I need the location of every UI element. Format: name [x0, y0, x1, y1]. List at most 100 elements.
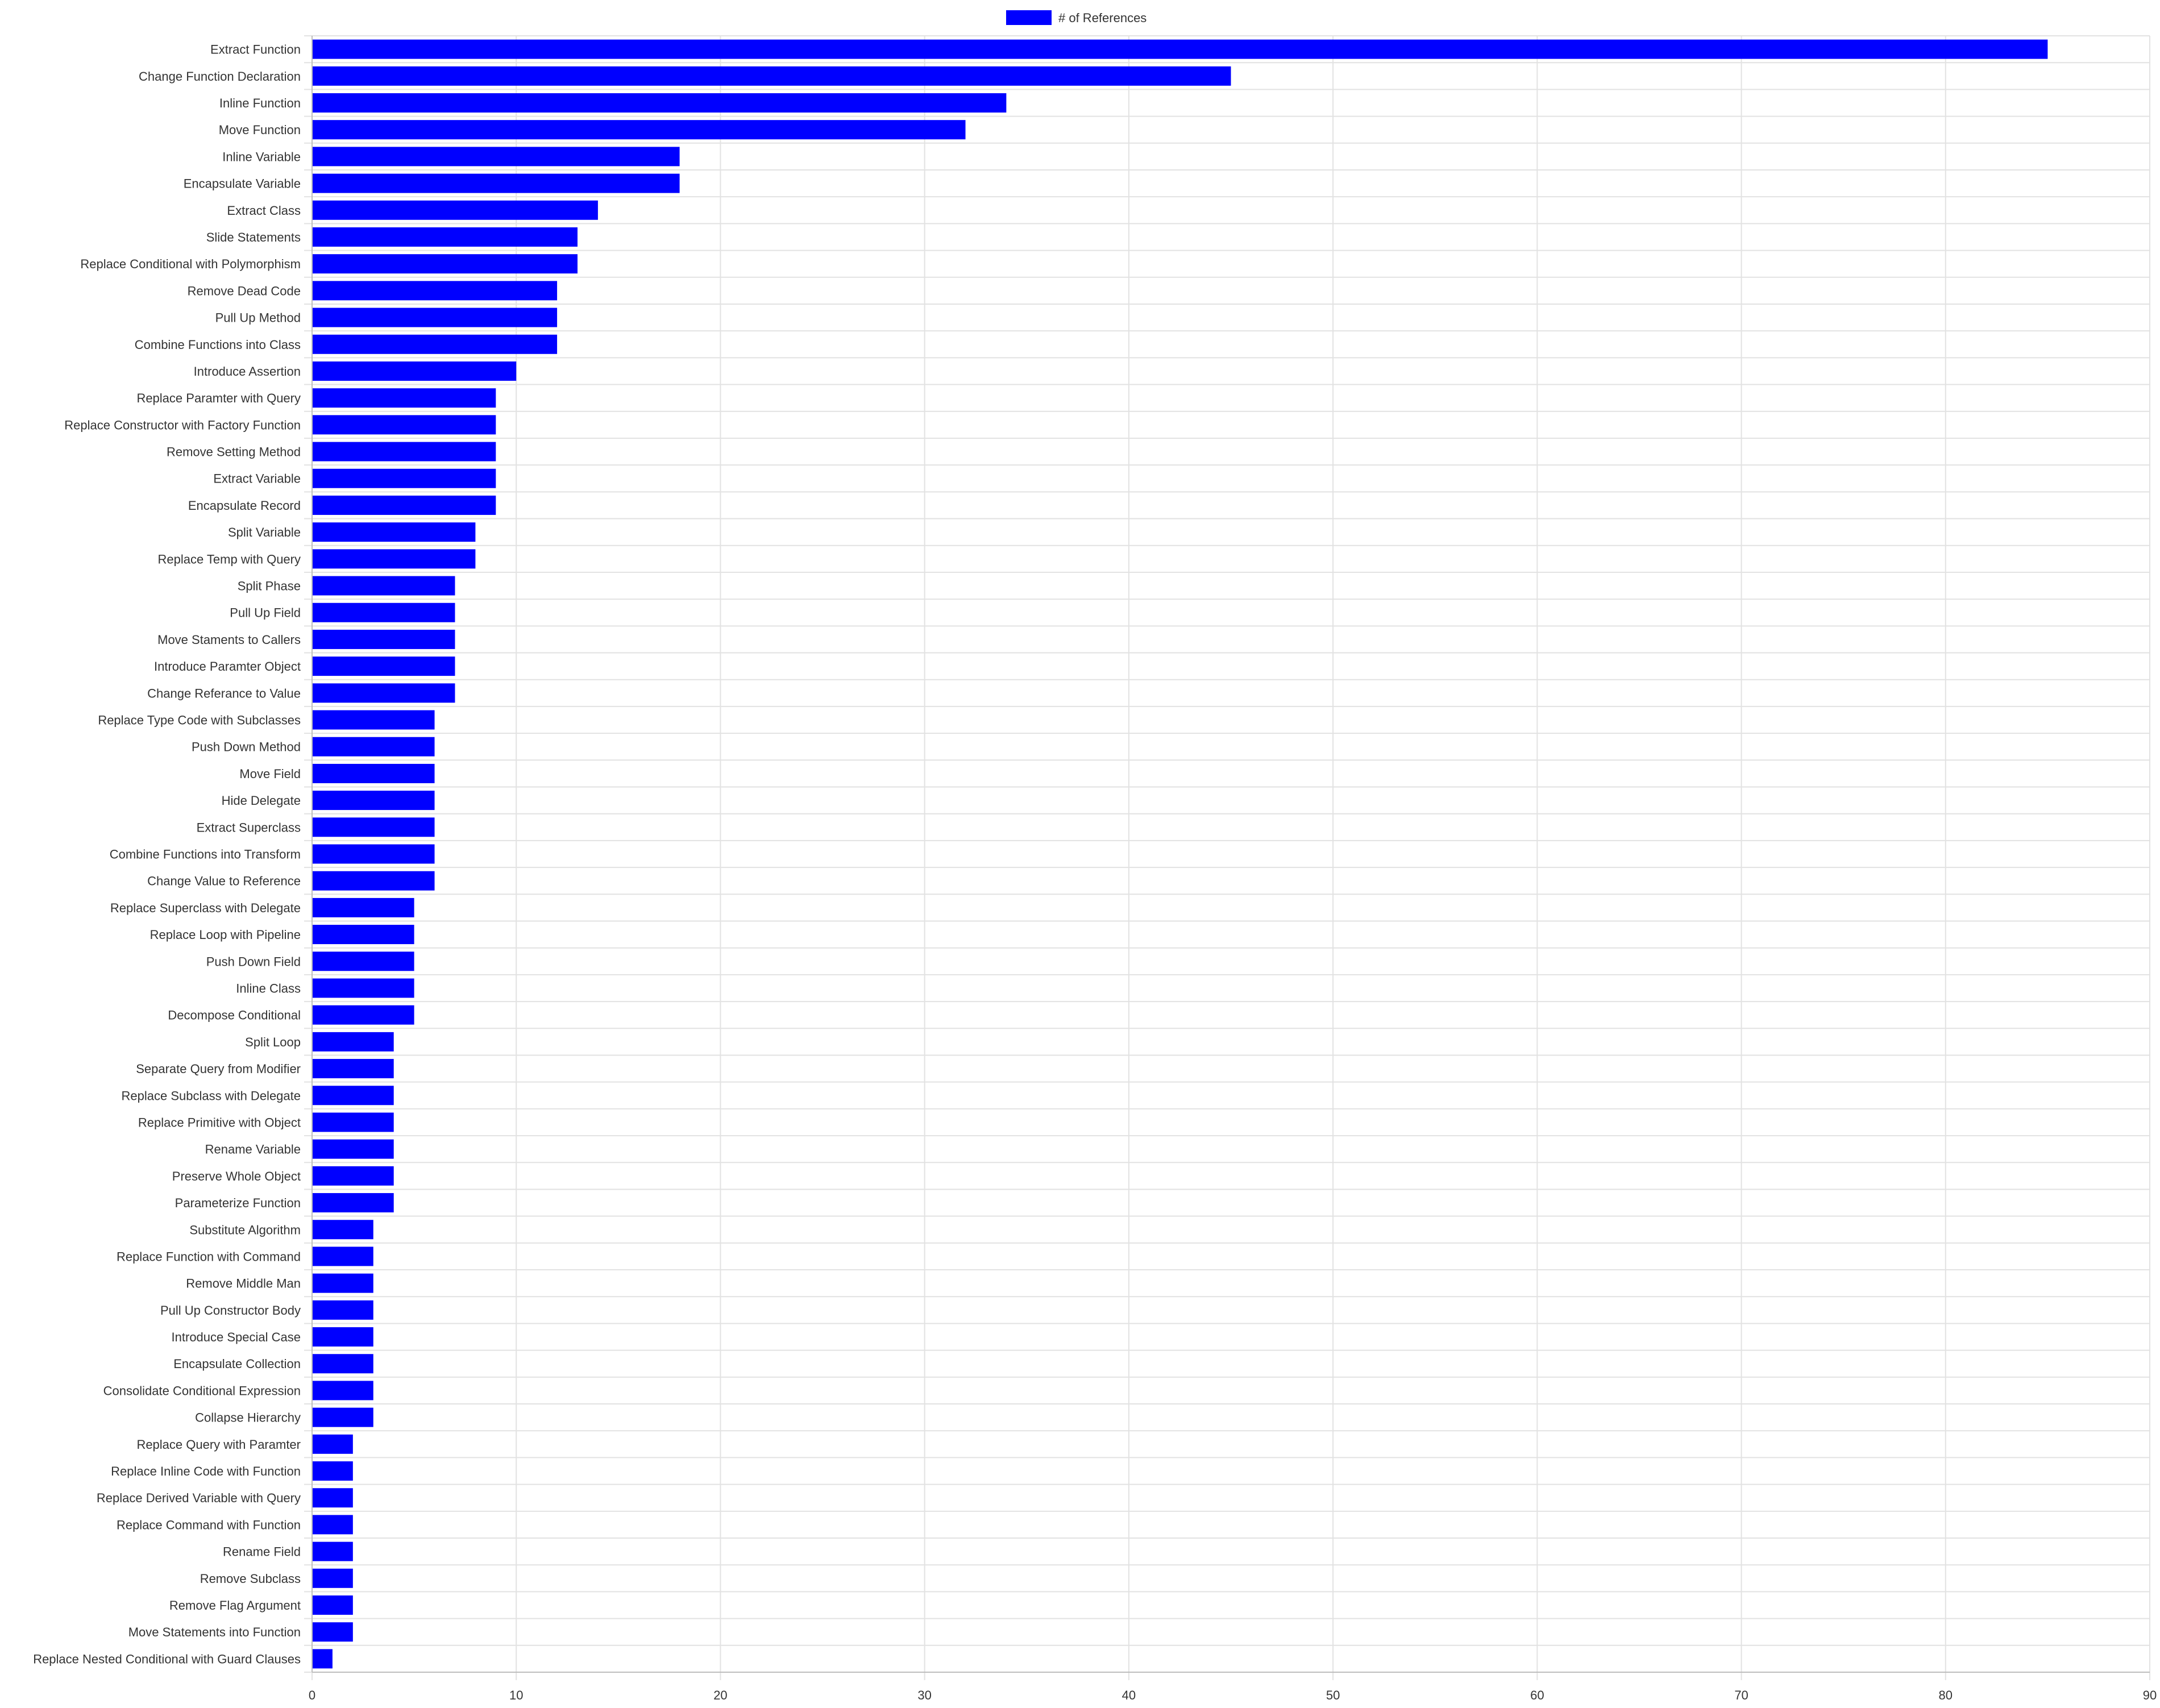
- bar[interactable]: [312, 897, 414, 917]
- bar[interactable]: [312, 120, 966, 140]
- category-label: Replace Function with Command: [117, 1249, 301, 1264]
- bar[interactable]: [312, 576, 455, 596]
- category-label: Split Loop: [245, 1035, 301, 1049]
- category-label: Replace Loop with Pipeline: [150, 928, 301, 942]
- category-label: Encapsulate Variable: [184, 177, 301, 191]
- category-label: Slide Statements: [206, 230, 301, 244]
- bar[interactable]: [312, 1246, 373, 1266]
- bar[interactable]: [312, 602, 455, 622]
- bar[interactable]: [312, 415, 496, 435]
- bar[interactable]: [312, 1112, 394, 1132]
- bar[interactable]: [312, 791, 435, 811]
- bar[interactable]: [312, 1220, 373, 1240]
- bar[interactable]: [312, 254, 578, 274]
- bar[interactable]: [312, 1354, 373, 1374]
- bar[interactable]: [312, 683, 455, 703]
- bar[interactable]: [312, 1327, 373, 1347]
- category-label: Hide Delegate: [222, 793, 301, 808]
- bar[interactable]: [312, 763, 435, 783]
- bar[interactable]: [312, 495, 496, 515]
- category-label: Preserve Whole Object: [172, 1169, 301, 1183]
- bar[interactable]: [312, 227, 578, 247]
- category-label: Rename Variable: [205, 1142, 301, 1157]
- x-tick-label: 10: [509, 1688, 523, 1702]
- x-tick-label: 20: [713, 1688, 727, 1702]
- bar[interactable]: [312, 1541, 353, 1561]
- bar[interactable]: [312, 925, 414, 945]
- bar[interactable]: [312, 281, 558, 301]
- category-label: Decompose Conditional: [168, 1008, 301, 1023]
- bar[interactable]: [312, 388, 496, 408]
- category-label: Pull Up Field: [230, 606, 301, 620]
- bar[interactable]: [312, 1407, 373, 1427]
- bar[interactable]: [312, 468, 496, 488]
- bar[interactable]: [312, 1193, 394, 1213]
- bar[interactable]: [312, 1595, 353, 1615]
- bar[interactable]: [312, 442, 496, 462]
- legend-swatch[interactable]: [1006, 10, 1052, 25]
- bar[interactable]: [312, 1515, 353, 1535]
- x-tick-label: 0: [309, 1688, 315, 1702]
- category-label: Move Statements into Function: [128, 1625, 301, 1639]
- legend-label[interactable]: # of References: [1058, 11, 1147, 25]
- bar[interactable]: [312, 147, 680, 167]
- x-tick-label: 30: [917, 1688, 931, 1702]
- bar[interactable]: [312, 951, 414, 971]
- bar[interactable]: [312, 710, 435, 730]
- bar[interactable]: [312, 1086, 394, 1106]
- x-tick-label: 90: [2143, 1688, 2157, 1702]
- bar[interactable]: [312, 844, 435, 864]
- category-label: Extract Variable: [213, 472, 301, 486]
- bar[interactable]: [312, 39, 2048, 59]
- category-label: Encapsulate Record: [188, 498, 301, 513]
- bar[interactable]: [312, 1649, 333, 1669]
- category-label: Move Field: [239, 767, 301, 781]
- category-label: Remove Flag Argument: [169, 1598, 301, 1613]
- bar[interactable]: [312, 522, 476, 542]
- bar[interactable]: [312, 871, 435, 891]
- bar[interactable]: [312, 1622, 353, 1642]
- bar[interactable]: [312, 1568, 353, 1588]
- bar[interactable]: [312, 1059, 394, 1079]
- bar[interactable]: [312, 1166, 394, 1186]
- bar[interactable]: [312, 93, 1007, 113]
- bar[interactable]: [312, 1461, 353, 1481]
- category-label: Pull Up Constructor Body: [160, 1303, 301, 1318]
- bar[interactable]: [312, 817, 435, 837]
- category-label: Rename Field: [223, 1545, 301, 1559]
- bar[interactable]: [312, 173, 680, 193]
- bar[interactable]: [312, 549, 476, 569]
- bar[interactable]: [312, 1434, 353, 1454]
- bar[interactable]: [312, 1139, 394, 1159]
- x-tick-label: 50: [1326, 1688, 1340, 1702]
- legend[interactable]: # of References: [1006, 10, 1147, 25]
- bar[interactable]: [312, 334, 558, 354]
- bar[interactable]: [312, 200, 598, 220]
- bar[interactable]: [312, 1300, 373, 1320]
- bar[interactable]: [312, 1273, 373, 1293]
- category-label: Move Function: [219, 123, 301, 137]
- category-label: Replace Conditional with Polymorphism: [80, 257, 301, 271]
- bar[interactable]: [312, 978, 414, 998]
- category-label: Replace Temp with Query: [158, 552, 301, 566]
- bar[interactable]: [312, 1381, 373, 1401]
- bar[interactable]: [312, 629, 455, 649]
- bar[interactable]: [312, 737, 435, 757]
- bar[interactable]: [312, 1032, 394, 1052]
- category-label: Inline Class: [236, 981, 301, 995]
- bar[interactable]: [312, 66, 1231, 86]
- bar[interactable]: [312, 307, 558, 327]
- category-label: Inline Variable: [222, 149, 301, 164]
- bar[interactable]: [312, 361, 517, 381]
- category-label: Introduce Assertion: [194, 364, 301, 379]
- bars: [312, 39, 2048, 1669]
- x-tick-label: 40: [1122, 1688, 1136, 1702]
- x-tick-labels: 0 10 20 30 40 50 60 70 80 90: [309, 1688, 2157, 1702]
- bar[interactable]: [312, 1005, 414, 1025]
- bar[interactable]: [312, 656, 455, 676]
- bar[interactable]: [312, 1488, 353, 1508]
- grid-lines: [304, 35, 2150, 1680]
- category-label: Move Staments to Callers: [157, 633, 301, 647]
- category-label: Extract Class: [227, 203, 301, 218]
